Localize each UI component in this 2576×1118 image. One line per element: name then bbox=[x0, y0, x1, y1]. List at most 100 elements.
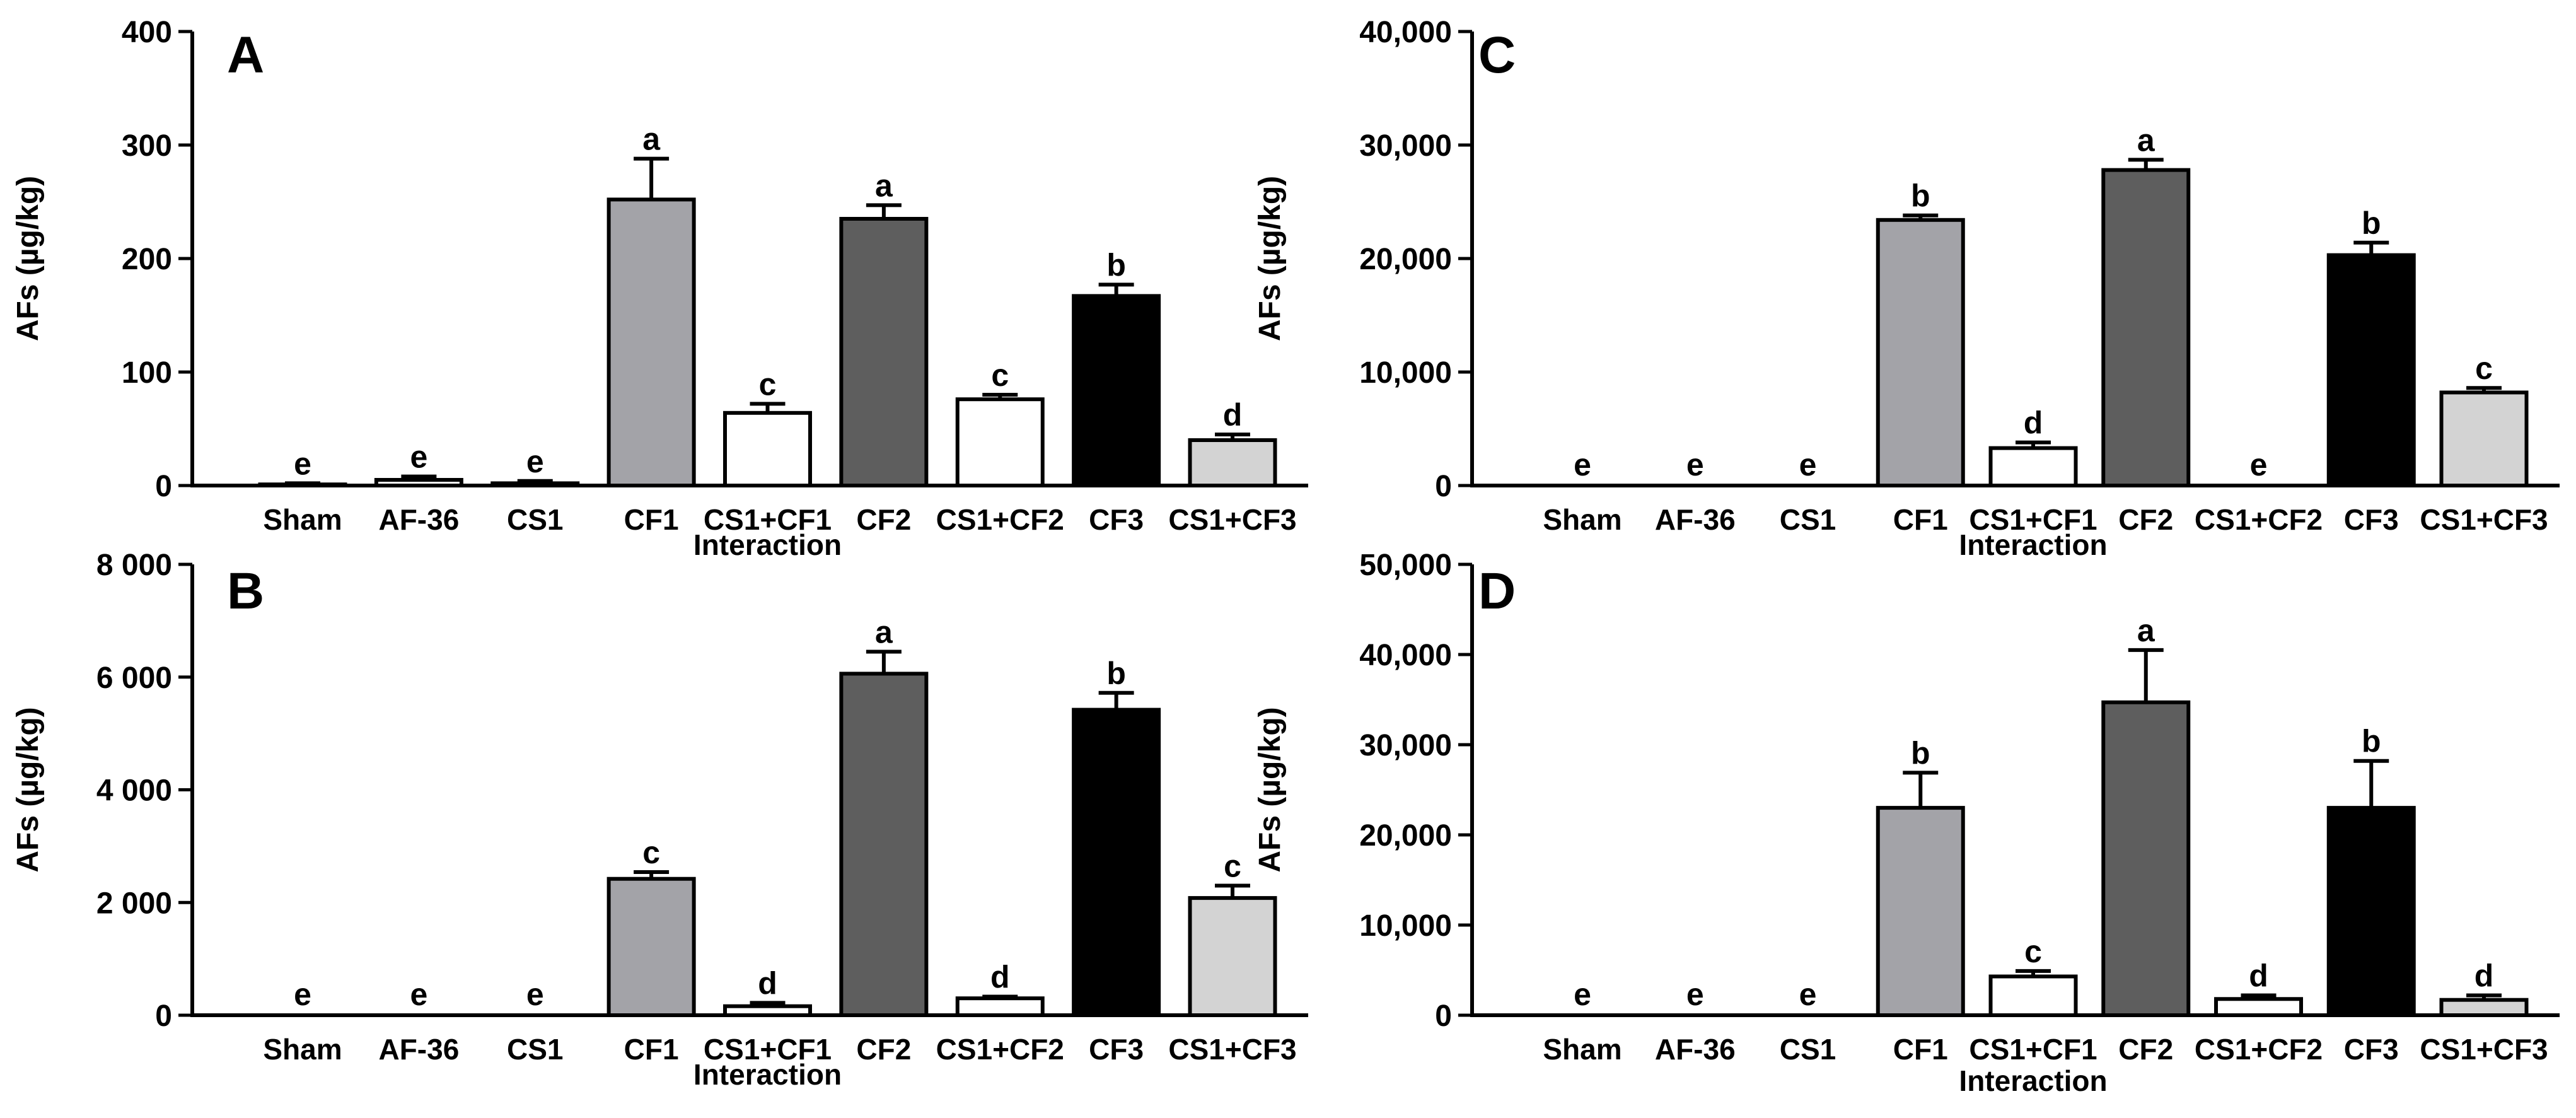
y-tick-label: 10,000 bbox=[1359, 356, 1452, 390]
bar-CS1+CF2 bbox=[955, 996, 1045, 1017]
significance-letter: e bbox=[294, 446, 311, 481]
significance-letter: b bbox=[1106, 656, 1126, 691]
y-axis-label: AFs (µg/kg) bbox=[1253, 176, 1287, 341]
x-tick-label: Sham bbox=[263, 1033, 342, 1066]
bar-CS1+CF1 bbox=[1988, 446, 2078, 487]
x-tick-label: CS1+CF3 bbox=[2420, 503, 2548, 536]
significance-letter: a bbox=[2137, 122, 2155, 158]
x-tick-label: Sham bbox=[1543, 1033, 1622, 1066]
panel-letter: C bbox=[1478, 26, 1516, 84]
y-tick-label: 8 000 bbox=[96, 549, 172, 582]
x-axis-label: Interaction bbox=[1959, 1064, 2107, 1097]
bar-CF3 bbox=[2326, 806, 2416, 1017]
x-tick-label: CS1+CF1 bbox=[1969, 503, 2097, 536]
bar-AF-36 bbox=[374, 478, 463, 487]
x-tick-label: AF-36 bbox=[378, 1033, 459, 1066]
significance-letter: c bbox=[759, 366, 777, 402]
x-tick-label: CF1 bbox=[1893, 1033, 1948, 1066]
significance-letter: c bbox=[991, 358, 1009, 393]
significance-letter: e bbox=[1574, 447, 1591, 482]
significance-letter: d bbox=[1223, 397, 1243, 433]
bar-CF1 bbox=[606, 197, 696, 487]
y-tick-label: 0 bbox=[155, 999, 172, 1033]
bar-CS1+CF1 bbox=[1988, 974, 2078, 1018]
significance-letter: d bbox=[2474, 958, 2494, 994]
significance-letter: b bbox=[1911, 178, 1930, 214]
y-tick-label: 40,000 bbox=[1359, 639, 1452, 672]
panel-letter: B bbox=[227, 562, 264, 620]
y-tick-label: 20,000 bbox=[1359, 243, 1452, 276]
significance-letter: d bbox=[758, 965, 777, 1001]
panel-B: 0 2 000 4 000 6 000 8 000 e Sham e AF-36 e CS1 c CF1… bbox=[11, 549, 1308, 1091]
significance-letter: e bbox=[294, 977, 311, 1012]
x-tick-label: CS1 bbox=[1780, 503, 1836, 536]
bar-CS1 bbox=[490, 481, 580, 488]
bar-CS1+CF3 bbox=[1188, 896, 1277, 1017]
bar-CF3 bbox=[2326, 253, 2416, 487]
y-tick-label: 50,000 bbox=[1359, 549, 1452, 582]
y-tick-label: 300 bbox=[122, 129, 172, 163]
x-tick-label: AF-36 bbox=[1655, 1033, 1736, 1066]
bar-CS1+CF3 bbox=[2439, 998, 2529, 1017]
significance-letter: b bbox=[2362, 724, 2381, 759]
y-tick-label: 30,000 bbox=[1359, 729, 1452, 762]
significance-letter: e bbox=[2250, 447, 2268, 482]
y-tick-label: 0 bbox=[1435, 999, 1452, 1033]
panel-D: 0 10,000 20,000 30,000 40,000 50,000 e Sham e AF-… bbox=[1253, 549, 2560, 1097]
significance-letter: b bbox=[1911, 735, 1930, 771]
x-axis-label: Interaction bbox=[693, 528, 842, 561]
significance-letter: e bbox=[410, 977, 427, 1012]
significance-letter: c bbox=[2475, 351, 2493, 386]
panel-letter: D bbox=[1478, 562, 1516, 620]
significance-letter: a bbox=[875, 615, 893, 650]
x-tick-label: AF-36 bbox=[378, 503, 459, 536]
y-tick-label: 0 bbox=[1435, 470, 1452, 503]
significance-letter: c bbox=[642, 835, 660, 870]
x-tick-label: CF2 bbox=[856, 503, 911, 536]
bar-CF1 bbox=[1876, 218, 1965, 487]
x-tick-label: Sham bbox=[263, 503, 342, 536]
panel-C: 0 10,000 20,000 30,000 40,000 e Sham e AF-36 e CS1… bbox=[1253, 16, 2560, 561]
y-tick-label: 200 bbox=[122, 243, 172, 276]
y-tick-label: 400 bbox=[122, 16, 172, 49]
x-tick-label: CS1+CF2 bbox=[936, 503, 1064, 536]
bar-CF2 bbox=[839, 672, 929, 1017]
x-tick-label: CF3 bbox=[2344, 503, 2399, 536]
y-tick-label: 4 000 bbox=[96, 774, 172, 808]
significance-letter: e bbox=[1574, 977, 1591, 1012]
x-axis-label: Interaction bbox=[1959, 528, 2107, 561]
significance-letter: a bbox=[2137, 613, 2155, 648]
bar-CS1+CF2 bbox=[2214, 997, 2303, 1018]
significance-letter: d bbox=[2249, 958, 2268, 994]
significance-letter: b bbox=[2362, 206, 2381, 241]
bar-CS1+CF1 bbox=[723, 1004, 812, 1017]
significance-letter: d bbox=[990, 960, 1010, 995]
x-tick-label: CS1+CF1 bbox=[1969, 1033, 2097, 1066]
y-tick-label: 20,000 bbox=[1359, 819, 1452, 853]
y-tick-label: 10,000 bbox=[1359, 909, 1452, 943]
bar-CF2 bbox=[2101, 700, 2191, 1018]
x-tick-label: CS1+CF2 bbox=[2195, 503, 2323, 536]
significance-letter: e bbox=[1799, 977, 1817, 1012]
significance-letter: e bbox=[526, 444, 544, 479]
significance-letter: e bbox=[1799, 447, 1817, 482]
significance-letter: c bbox=[1224, 848, 1241, 883]
x-tick-label: CS1 bbox=[507, 1033, 563, 1066]
x-tick-label: CF1 bbox=[624, 503, 679, 536]
bar-CF3 bbox=[1072, 707, 1161, 1018]
x-tick-label: CS1+CF2 bbox=[936, 1033, 1064, 1066]
bar-CF2 bbox=[839, 217, 929, 487]
x-tick-label: CS1 bbox=[507, 503, 563, 536]
y-tick-label: 6 000 bbox=[96, 661, 172, 695]
x-tick-label: CF1 bbox=[1893, 503, 1948, 536]
x-tick-label: CS1+CF3 bbox=[1168, 503, 1296, 536]
x-tick-label: CF2 bbox=[2118, 1033, 2173, 1066]
x-tick-label: CS1 bbox=[1780, 1033, 1836, 1066]
significance-letter: c bbox=[2024, 934, 2042, 969]
bar-CS1+CF3 bbox=[2439, 390, 2529, 488]
x-tick-label: CS1+CF2 bbox=[2195, 1033, 2323, 1066]
significance-letter: a bbox=[642, 122, 661, 157]
significance-letter: e bbox=[1686, 977, 1704, 1012]
significance-letter: d bbox=[2024, 405, 2043, 441]
y-axis-label: AFs (µg/kg) bbox=[1253, 707, 1287, 872]
